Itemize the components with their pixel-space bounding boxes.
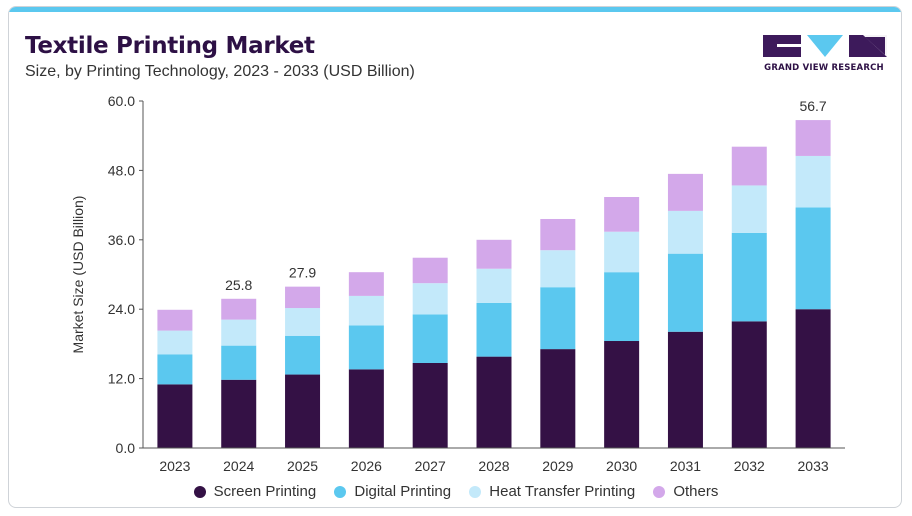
y-tick-label: 0.0 xyxy=(116,440,136,456)
legend-item-screen-printing: Screen Printing xyxy=(193,483,317,500)
bar-segment xyxy=(412,314,448,363)
legend-swatch xyxy=(334,485,347,498)
bar-segment xyxy=(604,197,640,232)
bar-segment xyxy=(540,218,576,251)
bar-segment xyxy=(795,207,831,310)
bar-segment xyxy=(795,155,831,208)
bar-segment xyxy=(348,369,384,448)
bar-segment xyxy=(731,232,767,322)
bar-segment xyxy=(412,283,448,315)
bar-segment xyxy=(476,356,512,448)
y-tick-label: 36.0 xyxy=(108,232,135,248)
grand-view-research-logo: GRAND VIEW RESEARCH xyxy=(759,33,889,81)
x-tick-label: 2023 xyxy=(159,458,190,474)
bar-segment xyxy=(221,379,257,448)
bar-segment xyxy=(221,298,257,320)
x-tick-label: 2029 xyxy=(542,458,573,474)
legend: Screen Printing Digital Printing Heat Tr… xyxy=(9,483,901,502)
bars xyxy=(157,120,831,448)
bar-segment xyxy=(285,308,321,336)
bar-segment xyxy=(667,331,703,448)
y-tick-label: 12.0 xyxy=(108,371,135,387)
bar-segment xyxy=(285,374,321,448)
data-label: 25.8 xyxy=(225,277,252,293)
bar-segment xyxy=(540,287,576,350)
bar-segment xyxy=(604,341,640,448)
x-tick-label: 2024 xyxy=(223,458,254,474)
bar-segment xyxy=(476,239,512,269)
x-tick-label: 2025 xyxy=(287,458,318,474)
bar-segment xyxy=(348,325,384,370)
legend-label: Heat Transfer Printing xyxy=(489,483,636,500)
legend-item-others: Others xyxy=(653,483,718,500)
x-tick-label: 2033 xyxy=(798,458,829,474)
bar-segment xyxy=(604,231,640,273)
bar-segment xyxy=(540,349,576,448)
y-tick-label: 48.0 xyxy=(108,162,135,178)
data-label: 27.9 xyxy=(289,265,316,281)
bar-segment xyxy=(731,146,767,186)
bar-segment xyxy=(157,309,193,331)
bar-segment xyxy=(221,345,257,380)
legend-item-digital-printing: Digital Printing xyxy=(334,483,451,500)
legend-label: Digital Printing xyxy=(354,483,452,500)
x-tick-label: 2027 xyxy=(415,458,446,474)
x-tick-label: 2032 xyxy=(734,458,765,474)
y-axis: 0.0 12.0 24.0 36.0 48.0 60.0 xyxy=(108,93,144,456)
bar-segment xyxy=(731,321,767,448)
legend-swatch xyxy=(469,485,482,498)
bar-segment xyxy=(604,272,640,342)
logo-text: GRAND VIEW RESEARCH xyxy=(764,63,884,73)
stacked-bar-chart: 0.0 12.0 24.0 36.0 48.0 60.0 25.8 27.9 56.7 202… xyxy=(70,93,845,474)
bar-segment xyxy=(221,319,257,346)
x-axis: 2023 2024 2025 2026 2027 2028 2029 2030 2031 2032… xyxy=(143,447,845,474)
legend-swatch xyxy=(653,485,666,498)
top-accent-bar xyxy=(9,7,901,12)
bar-segment xyxy=(285,286,321,309)
x-tick-label: 2026 xyxy=(351,458,382,474)
legend-label: Screen Printing xyxy=(213,483,317,500)
bar-segment xyxy=(285,335,321,375)
legend-swatch xyxy=(193,485,206,498)
bar-segment xyxy=(667,210,703,254)
bar-segment xyxy=(412,362,448,448)
y-axis-label: Market Size (USD Billion) xyxy=(70,196,86,354)
chart-card: Textile Printing Market Size, by Printin… xyxy=(8,6,902,508)
bar-segment xyxy=(540,250,576,288)
bar-segment xyxy=(667,173,703,211)
bar-segment xyxy=(157,330,193,355)
bar-segment xyxy=(667,253,703,332)
legend-label: Others xyxy=(673,483,719,500)
bar-segment xyxy=(795,120,831,156)
x-tick-label: 2030 xyxy=(606,458,637,474)
chart-subtitle: Size, by Printing Technology, 2023 - 203… xyxy=(25,63,415,80)
legend-item-heat-transfer-printing: Heat Transfer Printing xyxy=(469,483,635,500)
bar-segment xyxy=(348,295,384,326)
logo-mark-icon xyxy=(763,35,887,57)
y-tick-label: 24.0 xyxy=(108,301,135,317)
x-tick-label: 2031 xyxy=(670,458,701,474)
bar-segment xyxy=(157,384,193,448)
bar-segment xyxy=(476,268,512,303)
bar-segment xyxy=(157,354,193,385)
y-tick-label: 60.0 xyxy=(108,93,135,109)
value-labels: 25.8 27.9 56.7 xyxy=(225,98,827,293)
bar-segment xyxy=(731,185,767,233)
x-tick-label: 2028 xyxy=(478,458,509,474)
chart-title: Textile Printing Market xyxy=(25,33,315,59)
bar-segment xyxy=(795,309,831,448)
bar-segment xyxy=(412,257,448,284)
data-label: 56.7 xyxy=(799,98,826,114)
bar-segment xyxy=(476,302,512,357)
bar-segment xyxy=(348,272,384,296)
